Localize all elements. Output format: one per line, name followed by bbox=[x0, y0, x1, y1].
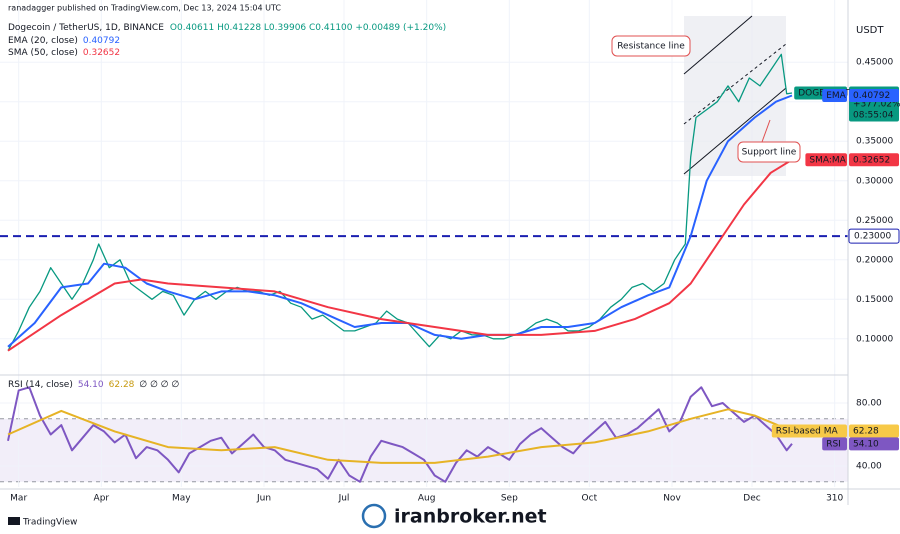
channel-midline bbox=[683, 43, 787, 125]
ohlc: O0.40611 H0.41228 L0.39906 C0.41100 +0.0… bbox=[170, 23, 446, 33]
y-tick-label: 80.00 bbox=[856, 399, 882, 409]
currency: USDT bbox=[856, 25, 884, 36]
rsi-name: RSI (14, close) bbox=[8, 380, 73, 390]
symbol-name: Dogecoin / TetherUS, 1D, BINANCE bbox=[8, 23, 164, 33]
series-line bbox=[7, 408, 793, 464]
name-tag bbox=[822, 88, 847, 102]
y-tick-label: 0.35000 bbox=[856, 137, 893, 147]
name-tag bbox=[805, 153, 847, 167]
x-tick-label: Sep bbox=[501, 494, 518, 504]
price-tag bbox=[849, 424, 899, 438]
x-tick-label: Nov bbox=[663, 494, 681, 504]
name-tag bbox=[771, 424, 847, 438]
x-tick-label: Jul bbox=[338, 494, 350, 504]
ema-value: 0.40792 bbox=[83, 36, 120, 46]
price-tag-change: +377.02% bbox=[853, 100, 900, 110]
name-tag-label: EMA bbox=[826, 91, 846, 101]
y-tick-label: 0.20000 bbox=[856, 255, 893, 265]
rsi-band bbox=[0, 418, 848, 482]
price-tag-countdown: 08:55:04 bbox=[853, 111, 894, 121]
x-tick-label: Oct bbox=[582, 494, 598, 504]
annotation: Resistance line bbox=[617, 42, 685, 52]
price-tag bbox=[849, 437, 899, 451]
annotation-box bbox=[737, 141, 801, 163]
x-tick-label: Apr bbox=[94, 494, 110, 504]
x-tick-label: Dec bbox=[743, 494, 760, 504]
x-tick-label: Mar bbox=[10, 494, 27, 504]
rsi-extra: ∅ ∅ ∅ ∅ bbox=[139, 380, 179, 390]
plot-layer bbox=[0, 53, 848, 483]
price-tag-label: 0.40792 bbox=[853, 91, 890, 101]
sma-legend: SMA (50, close) 0.32652 bbox=[8, 48, 120, 58]
x-tick-label: 310 bbox=[826, 494, 843, 504]
name-tag-label: RSI bbox=[826, 439, 841, 449]
name-tag-label: RSI-based MA bbox=[776, 426, 839, 436]
series-line bbox=[7, 386, 793, 483]
footer-logo bbox=[8, 517, 20, 525]
watermark: iranbroker.net bbox=[394, 506, 547, 528]
sma-value: 0.32652 bbox=[83, 48, 120, 58]
resistance-trendline bbox=[683, 15, 753, 75]
name-tag bbox=[822, 437, 847, 451]
name-tag-label: SMA:MA bbox=[809, 155, 846, 165]
footer: TradingView bbox=[22, 518, 77, 528]
ema-legend: EMA (20, close) 0.40792 bbox=[8, 36, 120, 46]
watermark-logo bbox=[361, 503, 387, 529]
sma-name: SMA (50, close) bbox=[8, 48, 78, 58]
price-tag bbox=[849, 88, 899, 102]
price-tag-label: 62.28 bbox=[853, 426, 879, 436]
y-tick-label: 0.15000 bbox=[856, 295, 893, 305]
y-tick-label: 0.25000 bbox=[856, 216, 893, 226]
hline-label: 0.23000 bbox=[854, 232, 891, 242]
price-tag-label: 0.32652 bbox=[853, 155, 890, 165]
y-tick-label: 0.10000 bbox=[856, 334, 893, 344]
rsi-legend: RSI (14, close) 54.10 62.28 ∅ ∅ ∅ ∅ bbox=[8, 380, 179, 390]
price-tag bbox=[849, 153, 899, 167]
price-tag-label: 54.10 bbox=[853, 439, 879, 449]
annotation-box bbox=[611, 35, 691, 57]
x-tick-label: Jun bbox=[256, 494, 271, 504]
annotation-pointer bbox=[761, 119, 771, 143]
grid-layer bbox=[0, 0, 848, 487]
series-line bbox=[7, 158, 793, 352]
y-tick-label: 0.30000 bbox=[856, 176, 893, 186]
author: ranadagger published on TradingView.com,… bbox=[8, 4, 281, 13]
y-tick-label: 40.00 bbox=[856, 462, 882, 472]
x-tick-label: Aug bbox=[418, 494, 436, 504]
annotation: Support line bbox=[742, 148, 797, 158]
hline-tag bbox=[848, 228, 900, 244]
rsi-ma-value: 62.28 bbox=[109, 380, 135, 390]
ema-name: EMA (20, close) bbox=[8, 36, 78, 46]
symbol-legend: Dogecoin / TetherUS, 1D, BINANCE O0.40611… bbox=[8, 23, 446, 33]
y-tick-label: 0.45000 bbox=[856, 58, 893, 68]
support-trendline bbox=[683, 87, 787, 175]
rsi-value: 54.10 bbox=[78, 380, 104, 390]
x-tick-label: May bbox=[172, 494, 191, 504]
